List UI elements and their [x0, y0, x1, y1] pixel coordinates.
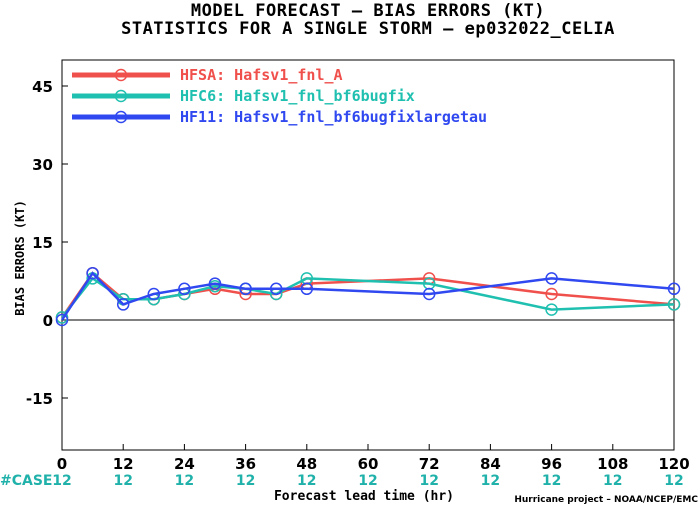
- y-tick-label: 15: [32, 234, 53, 252]
- data-point: [667, 282, 681, 296]
- x-tick-label: 60: [358, 455, 379, 473]
- case-count: 12: [113, 473, 132, 489]
- data-point: [545, 287, 558, 301]
- case-count: 12: [358, 473, 377, 489]
- credit-text: Hurricane project – NOAA/NCEP/EMC: [514, 495, 698, 505]
- x-tick-label: 36: [235, 455, 256, 473]
- x-tick-label: 72: [419, 455, 440, 473]
- case-count: 12: [52, 473, 71, 489]
- data-point: [86, 266, 99, 280]
- case-count: 12: [542, 473, 561, 489]
- data-point: [667, 298, 681, 311]
- data-point: [422, 287, 436, 301]
- case-count: 12: [664, 473, 683, 489]
- data-point: [545, 272, 558, 285]
- data-point: [269, 282, 283, 296]
- data-point: [55, 313, 69, 327]
- legend-label: HFSA: Hafsv1_fnl_A: [180, 66, 343, 84]
- legend-marker: [114, 68, 128, 82]
- data-point: [178, 282, 191, 296]
- legend-item-3: HF11: Hafsv1_fnl_bf6bugfixlargetau: [72, 108, 487, 126]
- x-tick-label: 24: [174, 455, 195, 473]
- data-point: [147, 287, 161, 301]
- y-axis-label: BIAS ERRORS (KT): [13, 200, 27, 316]
- case-count: 12: [419, 473, 438, 489]
- y-tick-label: 0: [43, 312, 53, 330]
- legend-marker: [114, 110, 128, 124]
- x-tick-label: 48: [296, 455, 317, 473]
- legend-item-2: HFC6: Hafsv1_fnl_bf6bugfix: [72, 87, 415, 105]
- legend-item-1: HFSA: Hafsv1_fnl_A: [72, 66, 343, 84]
- case-count: 12: [481, 473, 500, 489]
- case-count: 12: [297, 473, 316, 489]
- series-line-3: [60, 271, 675, 321]
- chart-subtitle: STATISTICS FOR A SINGLE STORM – ep032022…: [121, 19, 615, 39]
- case-count: 12: [236, 473, 255, 489]
- y-tick-label: 30: [32, 156, 53, 174]
- y-tick-label: -15: [26, 390, 53, 408]
- x-axis-label: Forecast lead time (hr): [274, 489, 454, 504]
- x-tick-label: 120: [658, 455, 689, 473]
- case-count: 12: [175, 473, 194, 489]
- x-tick-label: 96: [541, 455, 562, 473]
- series-line-2: [61, 276, 675, 319]
- data-point: [239, 282, 252, 296]
- legend-label: HFC6: Hafsv1_fnl_bf6bugfix: [180, 87, 415, 105]
- legend-label: HF11: Hafsv1_fnl_bf6bugfixlargetau: [180, 108, 487, 126]
- x-tick-label: 108: [597, 455, 628, 473]
- x-tick-label: 0: [57, 455, 67, 473]
- x-tick-label: 84: [480, 455, 501, 473]
- case-count: 12: [603, 473, 622, 489]
- chart-title: MODEL FORECAST – BIAS ERRORS (KT): [190, 1, 546, 21]
- x-tick-label: 12: [113, 455, 134, 473]
- y-tick-label: 45: [32, 78, 53, 96]
- legend-marker: [114, 89, 128, 103]
- data-point: [116, 298, 130, 311]
- case-label: #CASE: [0, 473, 53, 489]
- data-point: [300, 282, 314, 296]
- data-point: [545, 303, 558, 316]
- data-point: [208, 277, 222, 290]
